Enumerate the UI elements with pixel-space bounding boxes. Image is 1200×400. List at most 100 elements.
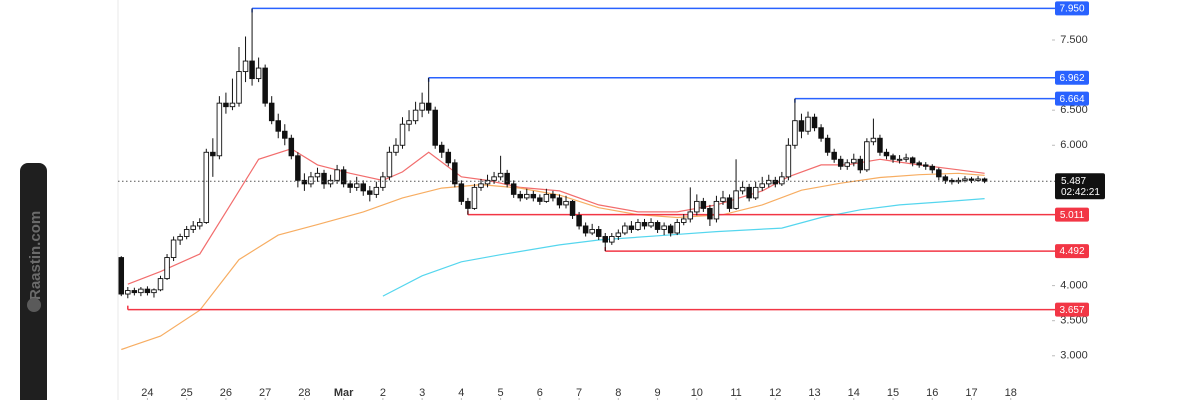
candle-body	[648, 222, 654, 227]
candle-body	[851, 158, 857, 164]
candle-body	[805, 116, 811, 132]
candle-body	[530, 193, 537, 199]
candle-body	[543, 193, 550, 202]
candle-body	[752, 186, 759, 199]
x-tick-label: 14	[848, 387, 860, 399]
y-tick-label: 3.000	[1060, 350, 1088, 362]
level-label: 5.011	[1060, 210, 1085, 221]
candle-body	[268, 102, 275, 122]
candle-body	[282, 130, 288, 139]
candle-body	[393, 144, 399, 153]
x-tick-label: 6	[537, 387, 543, 399]
candle-body	[510, 183, 517, 195]
watermark-group: Raastin.com	[27, 211, 44, 300]
candle-body	[922, 164, 929, 167]
candle-body	[779, 176, 785, 185]
x-tick-label: Mar	[334, 387, 354, 399]
y-tick-label: 3.500	[1060, 315, 1088, 327]
candle-body	[203, 151, 210, 223]
candle-body	[556, 197, 563, 206]
level-badge	[1055, 302, 1089, 317]
y-tick-label: 4.000	[1060, 280, 1088, 292]
candle-body	[353, 183, 360, 188]
candle-body	[491, 176, 497, 181]
candle-body	[236, 71, 242, 104]
candle-body	[210, 151, 216, 157]
candle-body	[628, 225, 635, 230]
x-tick-label: 17	[965, 387, 977, 399]
candle-body	[563, 200, 569, 206]
x-tick-label: 10	[691, 387, 703, 399]
candle-body	[766, 179, 772, 185]
x-tick-label: 15	[887, 387, 899, 399]
candle-body	[602, 236, 609, 243]
x-tick-label: 24	[141, 387, 153, 399]
candle-body	[720, 197, 726, 202]
candle-body	[733, 190, 739, 209]
candle-body	[909, 157, 916, 164]
candle-body	[478, 183, 484, 188]
candle-body	[942, 176, 949, 181]
candle-body	[870, 137, 877, 143]
candle-body	[824, 137, 831, 153]
candle-body	[295, 155, 301, 181]
y-tick-label: 7.500	[1060, 34, 1088, 46]
candle-body	[739, 186, 746, 192]
candle-body	[288, 137, 295, 157]
candle-body	[216, 102, 223, 157]
last-price-label: 5.487	[1061, 176, 1086, 187]
candle-body	[537, 197, 543, 202]
candle-body	[301, 179, 308, 185]
candle-body	[321, 172, 327, 185]
candle-body	[707, 207, 713, 220]
x-tick-label: 11	[730, 387, 741, 399]
y-tick-label: 6.000	[1060, 139, 1088, 151]
candle-body	[406, 120, 412, 125]
candle-body	[746, 186, 752, 199]
candle-body	[569, 200, 576, 216]
candle-body	[229, 102, 236, 108]
candle-body	[936, 169, 942, 178]
candle-body	[589, 229, 595, 234]
candle-body	[425, 102, 432, 111]
watermark-strip	[20, 163, 47, 400]
candle-body	[792, 120, 798, 146]
candle-body	[622, 225, 628, 234]
level-badge	[1055, 70, 1089, 85]
candle-body	[223, 102, 229, 108]
last-price-badge	[1055, 173, 1105, 200]
candle-body	[314, 172, 321, 178]
candle-body	[713, 200, 720, 220]
candle-body	[334, 169, 340, 181]
candle-body	[929, 165, 936, 171]
candle-body	[380, 176, 386, 188]
x-tick-label: 4	[458, 387, 464, 399]
candle-body	[903, 157, 909, 160]
candle-body	[275, 120, 281, 132]
x-tick-label: 28	[298, 387, 310, 399]
candle-body	[504, 172, 510, 185]
candle-body	[654, 222, 661, 230]
candle-body	[615, 232, 622, 237]
candle-body	[837, 158, 844, 167]
candle-body	[661, 225, 667, 230]
candle-body	[340, 169, 347, 185]
candle-body	[864, 141, 870, 171]
candle-body	[144, 288, 151, 294]
candle-body	[680, 218, 687, 223]
candle-body	[831, 151, 837, 160]
candle-body	[399, 123, 406, 146]
watermark: Raastin.com	[27, 211, 44, 300]
x-tick-label: 2	[380, 387, 386, 399]
candle-body	[517, 193, 523, 199]
candle-body	[700, 200, 707, 209]
candle-body	[412, 109, 419, 122]
candle-body	[138, 288, 144, 294]
candle-body	[694, 200, 700, 213]
candle-body	[432, 109, 438, 146]
x-tick-label: 8	[615, 387, 621, 399]
level-badge	[1055, 207, 1089, 222]
x-tick-label: 13	[808, 387, 820, 399]
candle-body	[975, 178, 981, 181]
